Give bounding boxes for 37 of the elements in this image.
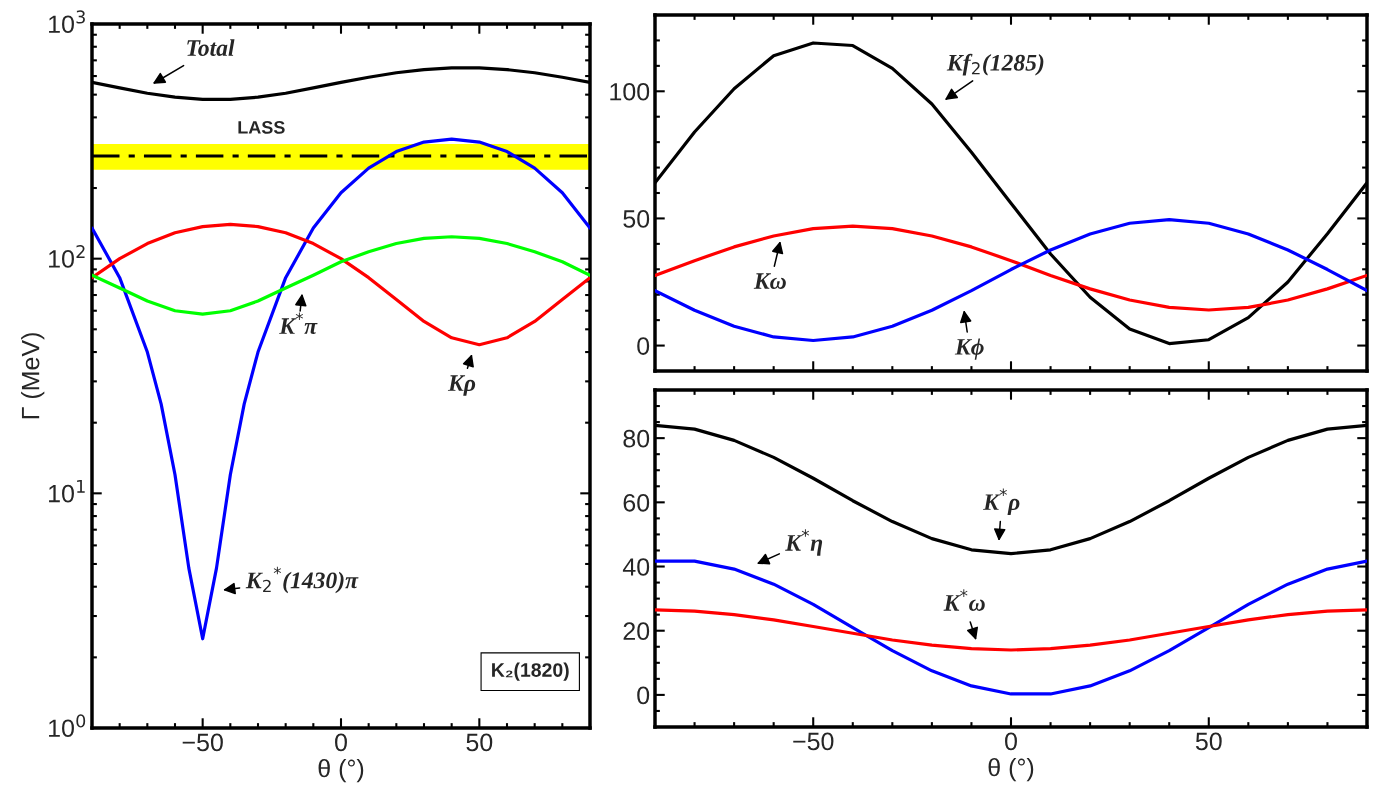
x-tick-label: 50: [466, 733, 493, 752]
y-tick-label: 10$^{1}$: [49, 479, 85, 503]
annotation: K$^{*}$π: [279, 312, 318, 335]
x-tick-label: 50: [1195, 732, 1222, 751]
line-series: [655, 559, 1367, 696]
annotation: Kρ: [447, 375, 476, 396]
line-series: [92, 137, 590, 641]
x-tick-label: 0: [1005, 732, 1017, 751]
y-tick-label: 10$^{2}$: [49, 244, 85, 268]
y-tick-label: 20: [623, 622, 650, 641]
x-tick-label: −50: [182, 733, 223, 752]
y-tick-label: 50: [623, 210, 650, 228]
y-tick-label: 80: [623, 429, 650, 448]
annotation: K$^{*}$η: [785, 529, 823, 556]
y-tick-label: 60: [623, 493, 650, 512]
y-tick-label: 0: [637, 686, 650, 705]
line-series: [92, 222, 590, 347]
annotation: Kf$_{2}$(1285): [946, 53, 1044, 76]
x-tick-label: 0: [335, 733, 347, 752]
x-axis-title: θ (°): [988, 757, 1034, 782]
y-axis-title: Γ (MeV): [21, 333, 45, 419]
annotation: K$^{*}$ρ: [983, 488, 1020, 515]
annotation: Total: [187, 39, 235, 56]
annotation: K₂(1820): [492, 662, 569, 681]
line-series: [655, 224, 1367, 312]
annotation: K$^{*}$ω: [943, 589, 985, 611]
y-tick-label: 0: [637, 337, 650, 355]
annotation: K$_{2}$$^{*}$(1430)π: [245, 566, 359, 594]
y-tick-label: 40: [622, 558, 650, 576]
x-axis-title: θ (°): [318, 758, 364, 783]
y-tick-label: 10$^{3}$: [49, 10, 85, 34]
y-tick-label: 10$^{0}$: [49, 714, 86, 738]
ref-line-label: LASS: [238, 121, 285, 134]
annotation: Kϕ: [954, 338, 984, 360]
x-tick-label: −50: [793, 732, 834, 751]
y-tick-label: 100: [610, 82, 650, 101]
annotation: Kω: [753, 273, 786, 289]
